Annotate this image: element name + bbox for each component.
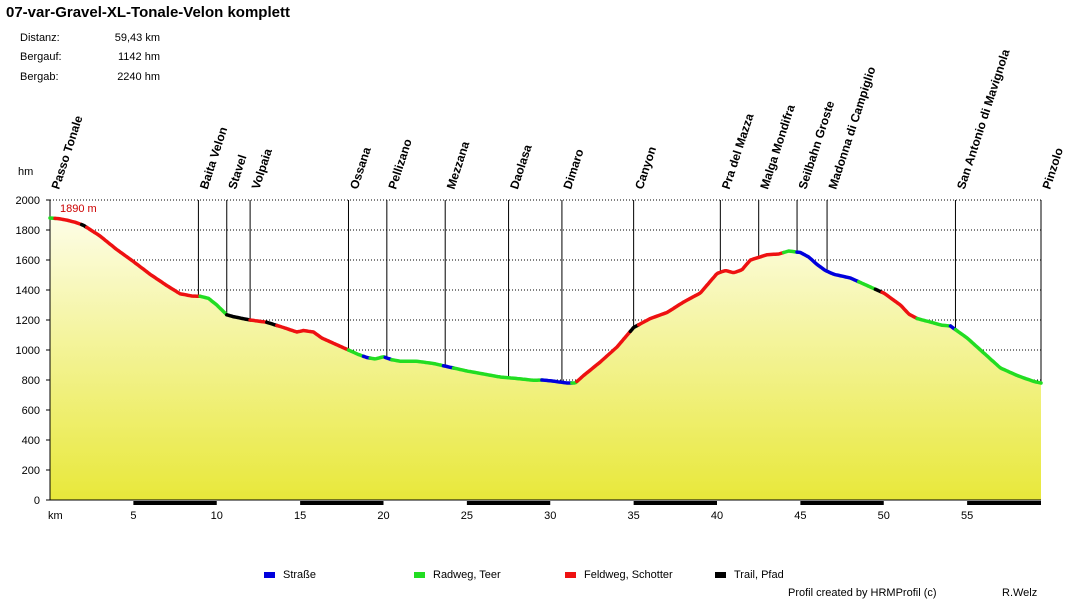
surface-segment xyxy=(575,329,633,384)
legend-swatch-feldweg xyxy=(565,572,576,579)
surface-segment xyxy=(84,225,202,299)
surface-segment xyxy=(636,250,786,327)
x-tick-label: 10 xyxy=(211,510,223,522)
x-tick-label: 5 xyxy=(130,510,136,522)
legend-label: Trail, Pfad xyxy=(734,569,784,581)
stat-ascent-value: 1142 hm xyxy=(118,51,160,63)
stat-descent-label: Bergab: xyxy=(20,71,59,83)
surface-segment xyxy=(198,294,229,317)
waypoint-label: San Antonio di Mavignola xyxy=(954,47,1013,191)
surface-segment xyxy=(540,378,574,385)
x-tick-label: 15 xyxy=(294,510,306,522)
axes: 0 200 400 600 800 1000 1200 1400 1600 1800 2000 5 10… xyxy=(16,195,1041,522)
stat-descent-value: 2240 hm xyxy=(117,71,160,83)
legend-item-radweg: Radweg, Teer xyxy=(414,569,501,581)
waypoint-label: Madonna di Campiglio xyxy=(826,65,879,191)
waypoint-label: Mezzana xyxy=(444,139,473,191)
waypoint-label: Pinzolo xyxy=(1040,146,1067,191)
y-tick-label: 1600 xyxy=(16,255,40,267)
legend-label: Radweg, Teer xyxy=(433,569,501,581)
y-tick-label: 1200 xyxy=(16,315,40,327)
waypoint-label: Pellizano xyxy=(385,137,414,191)
surface-segment xyxy=(346,348,366,359)
waypoint-label: Malga Mondifra xyxy=(757,103,798,191)
y-tick-label: 1400 xyxy=(16,285,40,297)
waypoint-label: Stavel xyxy=(225,153,249,191)
y-tick-label: 200 xyxy=(22,465,40,477)
surface-segment xyxy=(248,318,269,325)
x-scale-band xyxy=(967,501,1041,505)
surface-segments xyxy=(48,216,1043,385)
surface-segment xyxy=(795,250,861,284)
waypoint-label: Pra del Mazza xyxy=(719,111,757,190)
x-scale-band xyxy=(133,501,217,505)
surface-segment xyxy=(451,366,544,383)
legend-item-trail: Trail, Pfad xyxy=(715,569,784,581)
y-tick-label: 400 xyxy=(22,435,40,447)
legend-swatch-strasse xyxy=(264,572,275,579)
x-scale-band xyxy=(300,501,384,505)
surface-segment xyxy=(856,280,878,292)
surface-segment xyxy=(53,216,84,227)
waypoint-label: Canyon xyxy=(632,145,659,191)
legend-swatch-trail xyxy=(715,572,726,579)
x-tick-label: 55 xyxy=(961,510,973,522)
waypoint-label: Dimaro xyxy=(560,147,586,191)
waypoint-label: Daolasa xyxy=(507,143,535,191)
x-tick-label: 25 xyxy=(461,510,473,522)
x-scale-band xyxy=(800,501,884,505)
waypoint-label: Baita Velon xyxy=(197,125,230,191)
legend-label: Straße xyxy=(283,569,317,581)
x-tick-label: 40 xyxy=(711,510,723,522)
x-scale-band xyxy=(633,501,718,505)
x-tick-label: 35 xyxy=(628,510,640,522)
x-tick-label: 30 xyxy=(544,510,556,522)
y-tick-label: 1800 xyxy=(16,225,40,237)
waypoint-label: Ossana xyxy=(347,145,374,191)
legend-label: Feldweg, Schotter xyxy=(584,569,673,581)
surface-segment xyxy=(781,249,799,255)
surface-segment xyxy=(265,320,279,328)
y-tick-label: 600 xyxy=(22,405,40,417)
y-tick-label: 0 xyxy=(34,495,40,507)
footer-author: R.Welz xyxy=(1002,587,1038,599)
x-scale-band xyxy=(466,501,551,505)
waypoint-label: Passo Tonale xyxy=(49,114,86,191)
y-axis-unit: hm xyxy=(18,166,33,178)
y-tick-label: 2000 xyxy=(16,195,40,207)
x-axis-unit: km xyxy=(48,510,63,522)
x-tick-label: 45 xyxy=(794,510,806,522)
stat-distance-value: 59,43 km xyxy=(114,32,160,44)
surface-segment xyxy=(880,290,919,321)
waypoint-label: Volpaia xyxy=(249,147,275,191)
legend-item-strasse: Straße xyxy=(264,569,316,581)
surface-segment xyxy=(390,358,446,368)
surface-segment xyxy=(368,355,387,361)
x-tick-label: 20 xyxy=(377,510,389,522)
x-tick-label: 50 xyxy=(878,510,890,522)
surface-segment xyxy=(225,313,252,322)
y-tick-label: 800 xyxy=(22,375,40,387)
profile-area xyxy=(50,218,1041,500)
max-elevation-label: 1890 m xyxy=(60,203,97,215)
stat-distance-label: Distanz: xyxy=(20,32,60,44)
chart-title: 07-var-Gravel-XL-Tonale-Velon komplett xyxy=(6,4,290,21)
surface-segment xyxy=(275,323,351,352)
legend-item-feldweg: Feldweg, Schotter xyxy=(565,569,673,581)
y-tick-label: 1000 xyxy=(16,345,40,357)
stat-ascent-label: Bergauf: xyxy=(20,51,62,63)
surface-segment xyxy=(915,316,953,328)
footer-credit: Profil created by HRMProfil (c) xyxy=(788,587,937,599)
legend-swatch-radweg xyxy=(414,572,425,579)
surface-segment xyxy=(953,327,1043,385)
